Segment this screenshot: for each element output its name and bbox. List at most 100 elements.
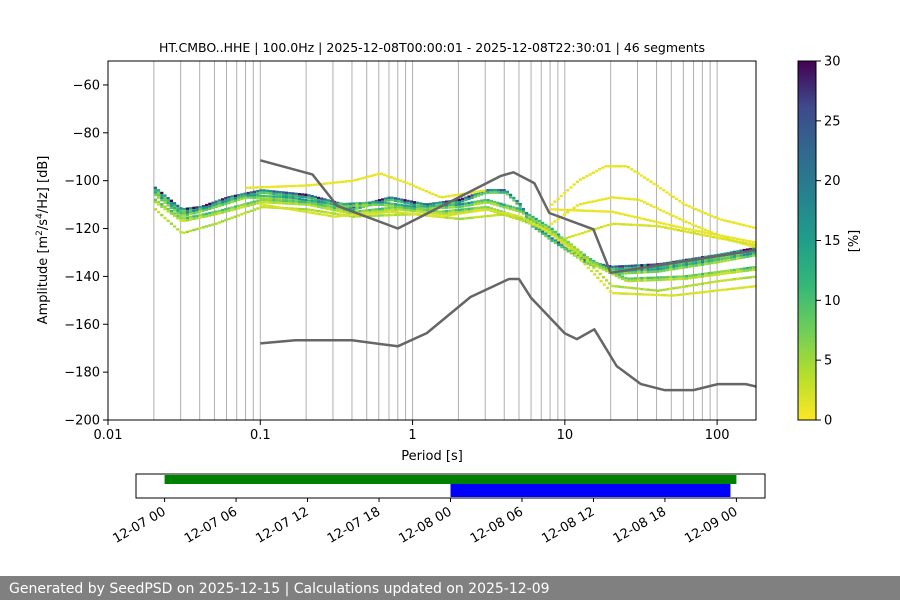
psd-cell [416,205,420,208]
psd-cell [246,210,250,214]
psd-cell [405,181,409,185]
psd-cell [173,202,177,205]
psd-cell [335,181,339,184]
psd-cell [521,219,525,223]
psd-cell [662,269,666,272]
psd-cell [695,291,699,294]
psd-cell [566,240,570,244]
psd-cell [278,195,282,199]
psd-cell [653,276,657,279]
psd-cell [390,206,394,209]
psd-cell [233,197,237,200]
psd-cell [614,274,618,277]
psd-cell [704,274,708,278]
psd-cell [355,207,359,210]
psd-cell [349,213,354,217]
psd-cell [425,209,429,212]
psd-cell [694,259,698,262]
psd-cell [224,219,228,222]
psd-cell [614,285,618,288]
psd-cell [435,212,439,215]
psd-cell [653,289,657,292]
psd-cell [361,204,365,207]
psd-cell [556,208,560,211]
psd-cell [560,236,564,240]
psd-cell [198,227,202,230]
psd-cell [474,209,478,213]
psd-cell [189,210,193,213]
psd-cell [381,211,386,214]
psd-cell [582,209,586,212]
psd-cell [591,171,595,174]
psd-cell [163,201,167,204]
psd-cell [163,196,167,200]
psd-cell [390,213,394,217]
psd-cell [707,260,711,263]
psd-cell [683,230,687,233]
psd-cell [429,207,433,210]
psd-cell [665,266,669,269]
psd-cell [751,240,755,244]
psd-cell [274,185,278,188]
psd-cell [735,237,739,241]
psd-cell [660,225,664,229]
psd-cell [723,269,727,273]
timeline-tick-label: 12-08 12 [539,504,597,546]
psd-cell [512,216,516,219]
psd-cell [618,292,622,295]
psd-cell [659,278,663,281]
psd-cell [451,206,455,209]
psd-cell [502,189,506,192]
psd-cell [717,260,721,264]
psd-cell [384,209,388,212]
psd-cell [326,199,330,202]
psd-cell [749,266,753,269]
psd-cell [416,204,420,207]
psd-cell [265,192,269,195]
psd-cell [633,170,637,173]
psd-cell [681,264,685,267]
psd-cell [601,210,605,213]
psd-cell [469,191,473,194]
psd-cell [654,224,658,228]
psd-cell [354,178,358,182]
psd-cell [227,196,231,199]
psd-cell [658,208,663,212]
psd-cell [535,224,539,227]
psd-cell [541,227,546,231]
psd-cell [612,292,616,295]
psd-cell [400,213,404,216]
psd-cell [685,277,689,280]
psd-cell [652,220,656,223]
psd-cell [457,198,461,202]
psd-cell [752,268,756,271]
psd-cell [325,182,329,185]
psd-cell [441,206,445,210]
psd-cell [269,199,273,202]
psd-cell [573,250,577,253]
colorbar-tick-label: 30 [824,55,841,70]
psd-cell [169,199,173,202]
psd-cell [205,225,209,228]
psd-cell [283,185,288,188]
psd-cell [189,207,193,210]
psd-cell [715,236,719,239]
psd-cell [566,189,570,192]
psd-cell [419,208,423,211]
psd-cell [694,283,698,286]
y-tick-label: −180 [64,366,100,381]
psd-cell [553,220,557,223]
psd-cell [307,199,311,202]
psd-cell [499,205,503,208]
psd-cell [227,199,231,202]
psd-cell [665,223,669,226]
psd-cell [745,269,749,272]
psd-cell [153,191,157,194]
psd-cell [625,223,629,226]
y-axis: −60−80−100−120−140−160−180−200 [64,78,108,429]
psd-cell [390,199,394,202]
psd-cell [577,232,581,236]
psd-cell [614,272,618,275]
psd-cell [703,212,707,215]
psd-cell [431,192,435,196]
